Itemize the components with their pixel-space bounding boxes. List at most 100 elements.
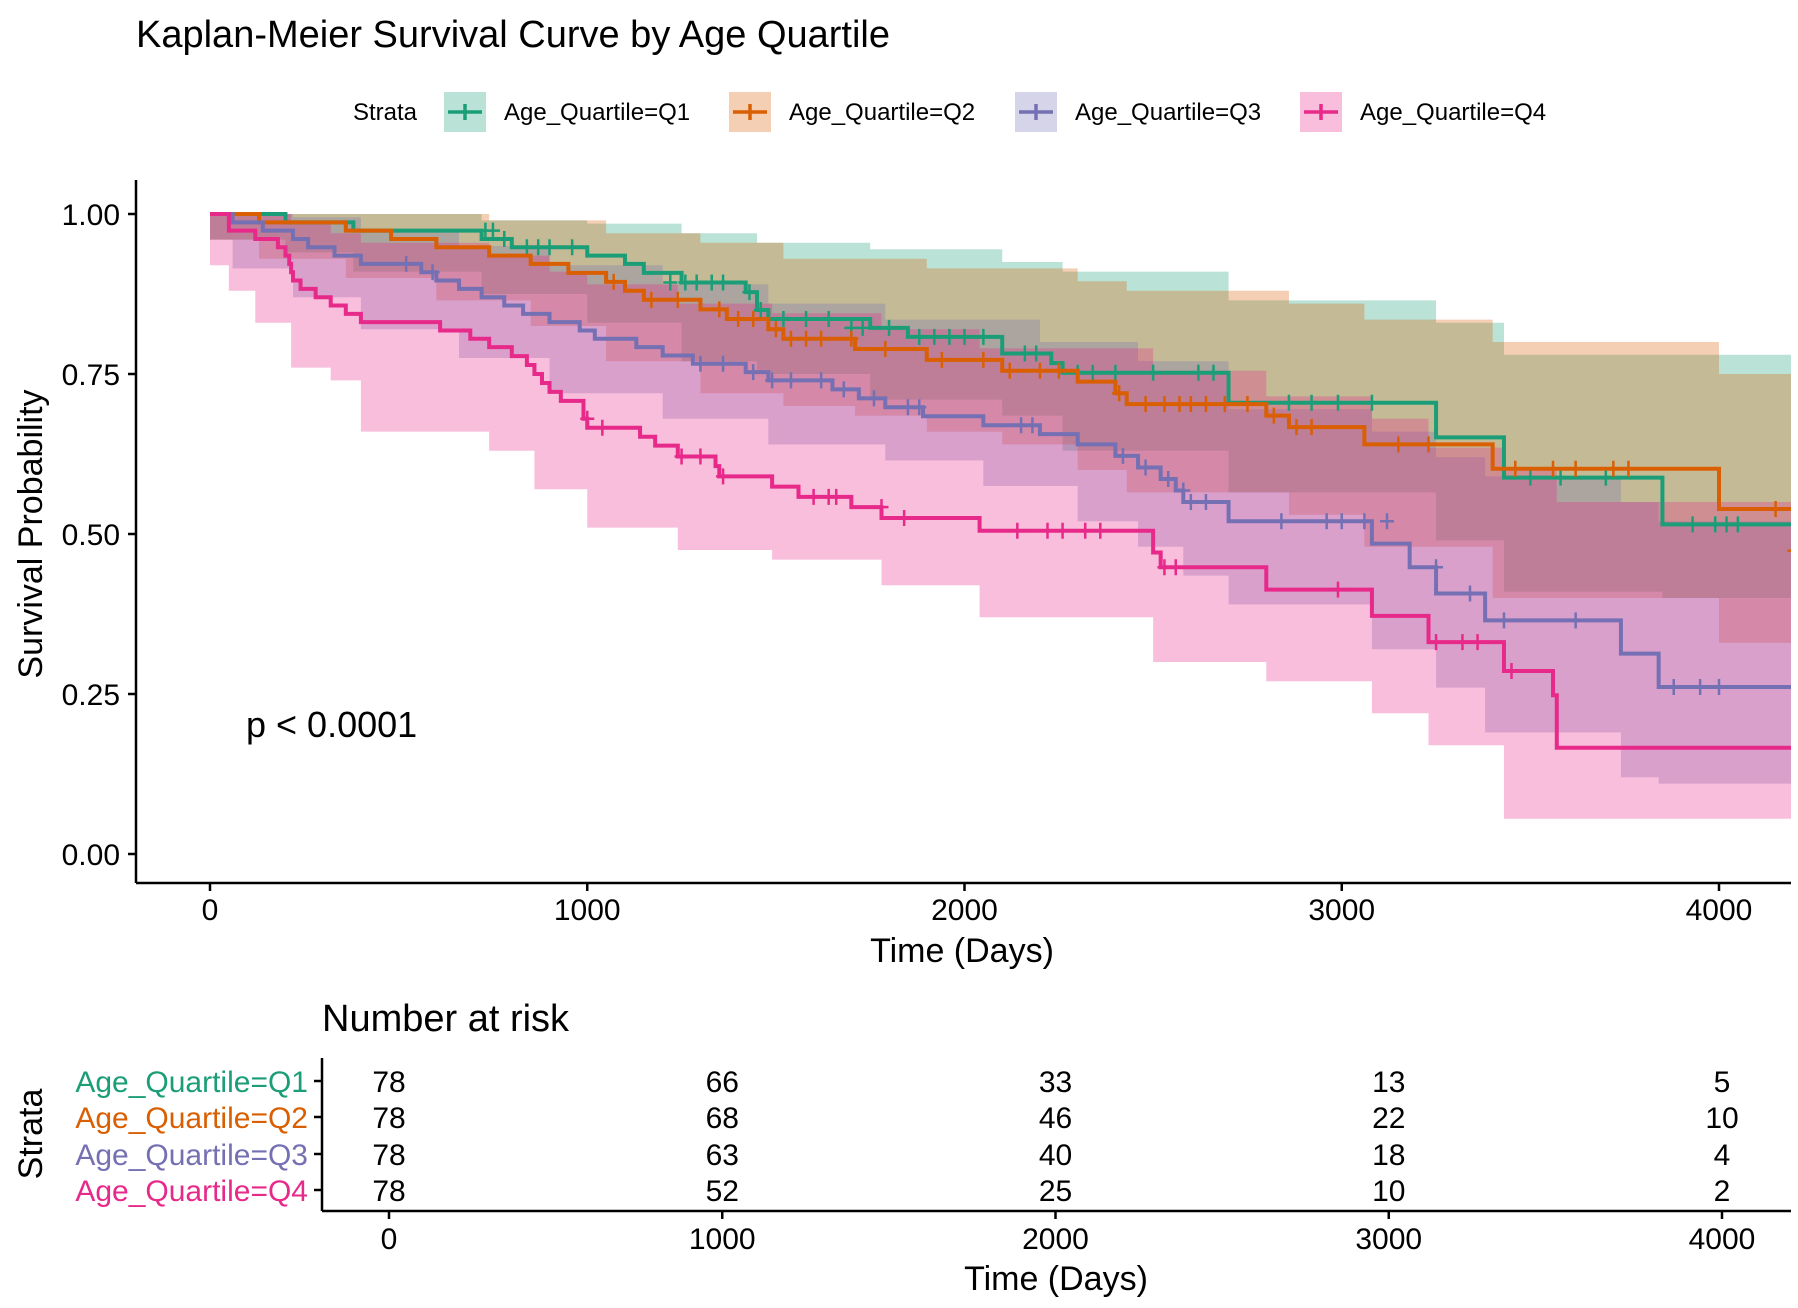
censor-mark <box>1176 482 1191 499</box>
censor-mark <box>844 330 859 347</box>
legend-key-line <box>1304 104 1338 120</box>
censor-mark <box>1391 436 1406 453</box>
censor-mark <box>1138 396 1153 413</box>
censor-mark <box>663 274 678 291</box>
censor-mark <box>1266 407 1281 424</box>
censor-mark <box>1546 460 1561 477</box>
censor-mark <box>485 222 500 239</box>
censor-mark <box>776 310 791 327</box>
censor-mark <box>1025 417 1040 434</box>
censor-mark <box>1523 469 1538 486</box>
series-q3 <box>210 212 1791 695</box>
risk-cell: 10 <box>1372 1175 1405 1208</box>
risk-cell: 78 <box>372 1066 405 1099</box>
censor-mark <box>866 390 881 407</box>
censor-mark <box>1357 513 1372 530</box>
series-q4 <box>210 212 1791 750</box>
risk-cell: 33 <box>1039 1066 1072 1099</box>
risk-x-axis-label: Time (Days) <box>964 1260 1148 1298</box>
risk-cell: 13 <box>1372 1066 1405 1099</box>
survival-curve-q2 <box>210 212 1791 512</box>
legend-key-line <box>733 104 767 120</box>
risk-table-title: Number at risk <box>322 998 570 1040</box>
legend-title: Strata <box>353 99 418 126</box>
censor-mark <box>814 330 829 347</box>
ci-band-q3 <box>210 214 1791 784</box>
legend-item-q1: Age_Quartile=Q1 <box>444 92 690 132</box>
censor-mark <box>1051 362 1066 379</box>
censor-mark <box>768 321 783 338</box>
risk-cell: 5 <box>1714 1066 1731 1099</box>
risk-x-tick-label: 4000 <box>1689 1223 1756 1256</box>
y-tick-label: 0.50 <box>62 519 120 552</box>
censor-mark <box>1463 585 1478 602</box>
risk-row-label: Age_Quartile=Q3 <box>75 1139 308 1172</box>
censor-mark <box>1198 396 1213 413</box>
risk-cell: 2 <box>1714 1175 1731 1208</box>
censor-mark <box>874 499 889 516</box>
p-value-annotation: p < 0.0001 <box>246 704 417 745</box>
x-tick-label: 0 <box>202 894 219 927</box>
censor-mark <box>1421 436 1436 453</box>
censor-mark <box>1380 513 1395 530</box>
censor-mark <box>1621 460 1636 477</box>
x-tick-label: 1000 <box>554 894 621 927</box>
censor-mark <box>1138 459 1153 476</box>
censor-mark <box>716 468 731 485</box>
censor-mark <box>765 372 780 389</box>
censor-mark <box>942 328 957 345</box>
censor-mark <box>912 328 927 345</box>
censor-mark <box>693 355 708 372</box>
censor-mark <box>806 488 821 505</box>
risk-table: Number at risk Age_Quartile=Q1 78 66 33 13 5A… <box>12 998 1791 1298</box>
ci-band-q2 <box>210 214 1791 643</box>
censor-mark <box>912 399 927 416</box>
censor-mark <box>1115 447 1130 464</box>
y-tick-label: 0.00 <box>62 839 120 872</box>
censor-mark <box>1712 678 1726 695</box>
censor-mark <box>497 230 512 247</box>
censor-mark <box>1606 460 1621 477</box>
censor-mark <box>976 328 991 345</box>
censor-mark <box>1598 469 1613 486</box>
risk-row-label: Age_Quartile=Q2 <box>75 1102 308 1135</box>
censor-mark <box>753 302 768 318</box>
censor-mark <box>425 264 440 281</box>
censor-mark <box>1787 523 1791 526</box>
censor-mark <box>746 310 761 327</box>
censor-mark <box>693 448 708 465</box>
risk-row-q4: Age_Quartile=Q4 78 52 25 10 2 <box>75 1175 1730 1208</box>
censor-mark <box>580 410 595 427</box>
risk-cell: 78 <box>372 1102 405 1135</box>
censor-mark <box>1168 559 1183 576</box>
censor-mark <box>927 328 942 345</box>
censor-mark <box>542 239 557 256</box>
censor-mark <box>799 310 814 327</box>
censor-mark <box>1787 549 1791 552</box>
censor-mark <box>1161 470 1176 487</box>
censor-mark <box>689 274 704 291</box>
censor-mark <box>1568 460 1583 477</box>
censor-mark <box>565 239 580 256</box>
risk-cell: 4 <box>1714 1139 1731 1172</box>
y-tick-label: 0.75 <box>62 359 120 392</box>
censor-mark <box>1330 394 1345 411</box>
censor-mark <box>799 330 814 347</box>
censor-mark <box>836 381 851 398</box>
risk-cell: 78 <box>372 1139 405 1172</box>
censor-mark <box>1508 460 1523 477</box>
risk-x-tick-label: 1000 <box>689 1223 756 1256</box>
censor-mark <box>783 330 798 347</box>
censor-mark <box>716 274 731 291</box>
censor-mark <box>814 372 829 389</box>
y-tick-label: 0.25 <box>62 679 120 712</box>
legend-label: Age_Quartile=Q2 <box>789 99 975 126</box>
censor-mark <box>829 488 844 505</box>
censor-mark <box>1217 396 1232 413</box>
x-tick-label: 4000 <box>1686 894 1753 927</box>
censor-mark <box>716 355 731 372</box>
censor-mark <box>606 273 621 290</box>
censor-mark <box>1157 396 1172 413</box>
censor-mark <box>1429 634 1444 651</box>
